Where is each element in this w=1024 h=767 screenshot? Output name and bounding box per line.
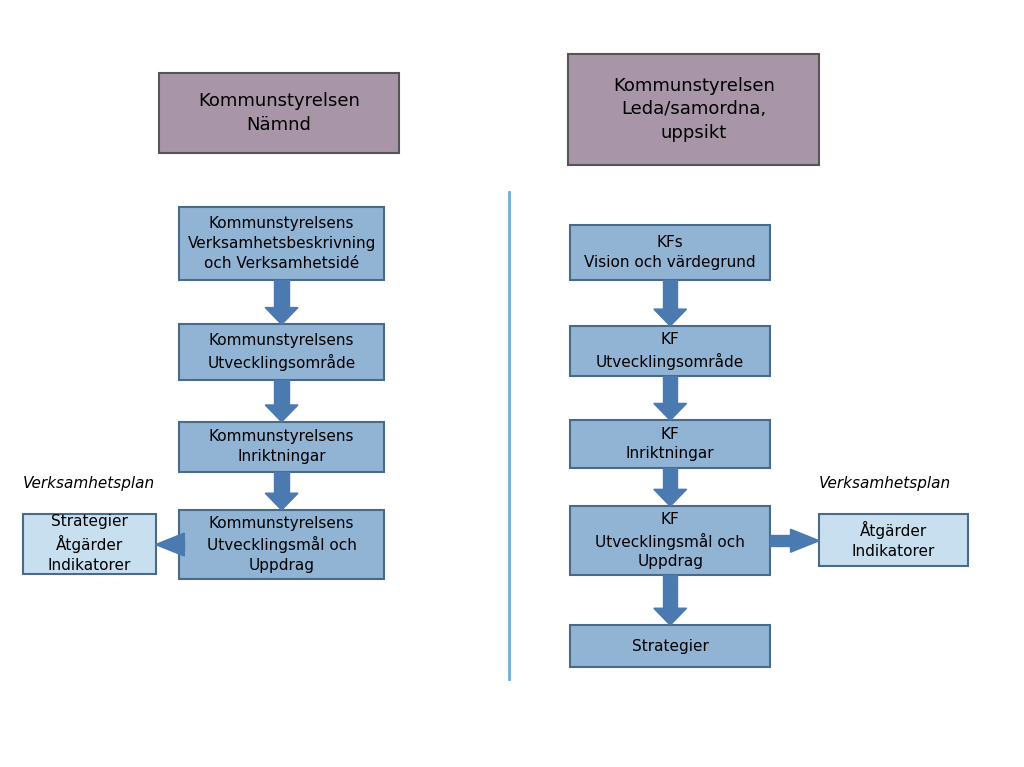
Polygon shape [770,535,791,546]
Bar [179,510,384,579]
Bar [179,207,384,280]
Polygon shape [664,468,678,489]
Bar [570,625,770,667]
Bar [570,506,770,575]
Text: Kommunstyrelsen
Nämnd: Kommunstyrelsen Nämnd [198,92,360,134]
Text: Kommunstyrelsen
Leda/samordna,
uppsikt: Kommunstyrelsen Leda/samordna, uppsikt [612,77,775,142]
Bar [819,514,968,566]
Polygon shape [654,489,687,506]
Bar [179,324,384,380]
Polygon shape [265,493,298,510]
Bar [179,422,384,472]
Text: KF
Utvecklingsområde: KF Utvecklingsområde [596,332,744,370]
Text: Kommunstyrelsens
Verksamhetsbeskrivning
och Verksamhetsidé: Kommunstyrelsens Verksamhetsbeskrivning … [187,216,376,271]
Polygon shape [274,380,289,405]
Bar [570,420,770,468]
Text: Kommunstyrelsens
Utvecklingsmål och
Uppdrag: Kommunstyrelsens Utvecklingsmål och Uppd… [207,516,356,573]
Bar [159,73,399,153]
Bar [568,54,819,165]
Polygon shape [274,280,289,308]
Polygon shape [664,575,678,608]
Polygon shape [179,538,184,551]
Text: Åtgärder
Indikatorer: Åtgärder Indikatorer [852,521,935,559]
Text: Verksamhetsplan: Verksamhetsplan [23,476,155,491]
Polygon shape [265,308,298,324]
Polygon shape [654,608,687,625]
Bar [570,225,770,280]
Text: KFs
Vision och värdegrund: KFs Vision och värdegrund [585,235,756,270]
Polygon shape [664,280,678,309]
Text: KF
Inriktningar: KF Inriktningar [626,426,715,462]
Bar [23,514,156,574]
Polygon shape [156,533,184,556]
Text: Kommunstyrelsens
Inriktningar: Kommunstyrelsens Inriktningar [209,430,354,464]
Text: Kommunstyrelsens
Utvecklingsområde: Kommunstyrelsens Utvecklingsområde [208,333,355,371]
Text: Strategier: Strategier [632,639,709,653]
Text: Strategier
Åtgärder
Indikatorer: Strategier Åtgärder Indikatorer [47,515,131,573]
Polygon shape [265,405,298,422]
Polygon shape [274,472,289,493]
Polygon shape [791,529,819,552]
Polygon shape [664,376,678,403]
Bar [570,326,770,376]
Text: KF
Utvecklingsmål och
Uppdrag: KF Utvecklingsmål och Uppdrag [595,512,745,569]
Text: Verksamhetsplan: Verksamhetsplan [819,476,951,491]
Polygon shape [654,309,687,326]
Polygon shape [654,403,687,420]
